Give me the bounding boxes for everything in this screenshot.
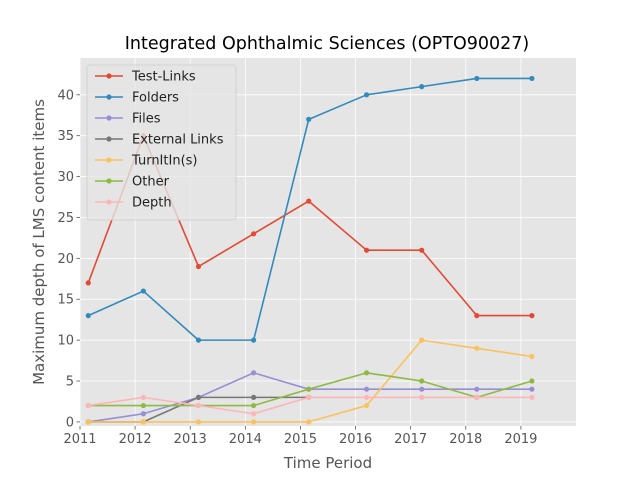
y-tick-label: 5 [66,375,74,390]
data-point-folders [85,313,91,319]
legend-label-other: Other [132,175,170,190]
data-point-turnitin-s [195,419,202,425]
data-point-files [140,411,146,417]
x-tick-label: 2014 [229,432,262,447]
legend-label-folders: Folders [132,91,179,106]
legend-marker-depth [106,199,112,205]
data-point-other [529,378,535,384]
legend-marker-files [106,115,112,121]
data-point-turnitin-s [474,345,480,351]
data-point-folders [363,92,370,98]
data-point-turnitin-s [363,402,370,409]
x-tick-label: 2013 [174,432,207,447]
y-tick-label: 25 [57,211,74,226]
data-point-depth [419,394,425,400]
y-tick-label: 15 [57,293,74,308]
data-point-depth [140,394,146,400]
data-point-test-links [363,247,370,253]
data-point-test-links [85,280,91,286]
data-point-folders [195,337,202,343]
data-point-other [363,370,370,376]
data-point-depth [529,394,535,400]
y-tick-label: 35 [57,129,74,144]
data-point-depth [195,402,202,409]
data-point-folders [474,75,480,82]
chart-title: Integrated Ophthalmic Sciences (OPTO9002… [125,34,529,54]
legend-marker-external-links [106,136,112,142]
data-point-external-links [251,394,257,400]
data-point-files [363,386,370,392]
data-point-files [419,386,425,392]
data-point-folders [140,288,146,294]
data-point-depth [251,411,257,417]
x-tick-label: 2019 [504,432,537,447]
data-point-files [251,370,257,376]
data-point-folders [419,84,425,90]
data-point-other [251,402,257,409]
data-point-files [529,386,535,392]
data-point-test-links [251,231,257,237]
x-tick-label: 2012 [119,432,152,447]
data-point-files [474,386,480,392]
y-tick-label: 40 [57,88,74,103]
data-point-test-links [474,313,480,319]
data-point-depth [306,394,312,400]
legend-marker-turnitin-s [106,157,112,163]
data-point-test-links [419,247,425,253]
legend-label-files: Files [132,112,161,127]
legend-label-depth: Depth [132,196,172,211]
data-point-other [140,402,146,409]
legend: Test-Links Folders Files External Links Turn… [86,64,237,221]
data-point-turnitin-s [251,419,257,425]
data-point-depth [363,394,370,400]
legend-label-turnitin-s: TurnItIn(s) [131,154,197,169]
y-tick-label: 30 [57,170,74,185]
data-point-external-links [195,394,202,400]
data-point-depth [474,394,480,400]
data-point-folders [306,116,312,122]
y-tick-label: 0 [66,415,74,430]
legend-marker-folders [106,94,112,100]
data-point-turnitin-s [140,419,146,425]
x-tick-label: 2016 [339,432,372,447]
y-axis-title: Maximum depth of LMS content items [30,99,48,385]
legend-box [86,64,237,221]
data-point-turnitin-s [529,353,535,360]
data-point-test-links [529,313,535,319]
data-point-turnitin-s [419,337,425,343]
data-point-other [419,378,425,384]
legend-label-external-links: External Links [132,133,224,148]
data-point-test-links [306,198,312,204]
legend-marker-test-links [106,73,112,79]
x-tick-label: 2018 [449,432,482,447]
y-tick-label: 20 [57,252,74,267]
ticks: 2011 2012 2013 2014 2015 2016 2017 2018 20190510… [57,88,537,447]
data-point-test-links [195,263,202,270]
data-point-folders [251,337,257,343]
x-tick-label: 2017 [394,432,427,447]
data-point-depth [85,402,91,409]
x-tick-label: 2011 [63,432,96,447]
data-point-folders [529,75,535,82]
data-point-turnitin-s [306,419,312,425]
data-point-other [306,386,312,392]
y-tick-label: 10 [57,334,74,349]
x-axis-title: Time Period [283,454,372,472]
series [85,75,535,425]
legend-label-test-links: Test-Links [131,70,196,85]
legend-marker-other [106,178,112,184]
data-point-turnitin-s [85,419,91,425]
x-tick-label: 2015 [284,432,317,447]
